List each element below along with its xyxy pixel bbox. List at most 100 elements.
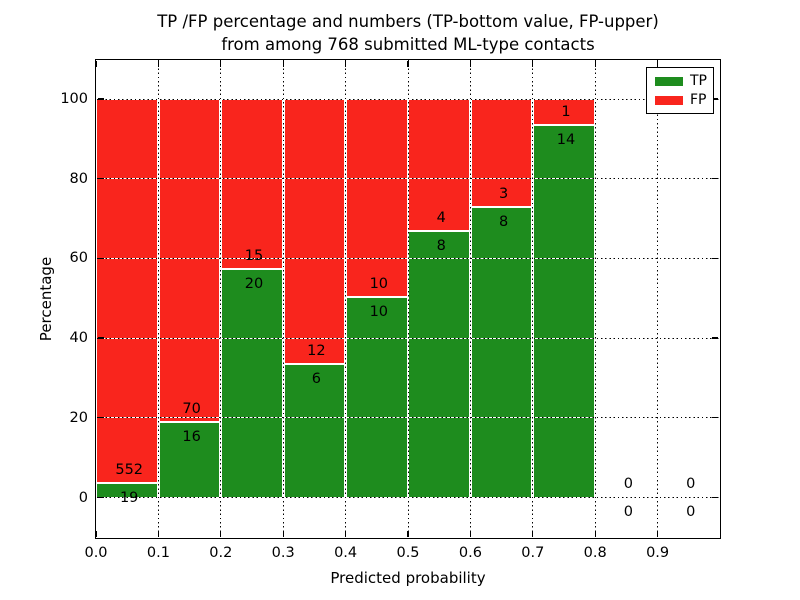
y-tick-label-60: 60: [69, 250, 88, 267]
tp-bar-segment-2: [222, 269, 282, 498]
y-tickmark-left-60: [97, 257, 104, 260]
tp-count-label-5: 8: [436, 237, 446, 254]
chart-title-line2: from among 768 submitted ML-type contact…: [221, 34, 595, 54]
x-tickmark-bottom-0.9: [656, 531, 659, 538]
fp-count-label-6: 3: [498, 185, 509, 202]
v-gridline-0.4: [345, 60, 347, 538]
y-tickmark-left-20: [97, 417, 104, 419]
v-gridline-0.9: [657, 60, 659, 538]
x-tick-label-0.2: 0.2: [209, 545, 233, 561]
x-tickmark-bottom-0.1: [157, 531, 160, 538]
v-gridline-0.2: [220, 60, 222, 538]
x-tick-label-0.0: 0.0: [84, 545, 108, 561]
v-gridline-0.3: [282, 60, 284, 538]
fp-count-label-4: 10: [369, 276, 389, 293]
y-tick-label-100: 100: [60, 91, 88, 107]
tp-count-label-3: 6: [311, 370, 322, 387]
x-tickmark-bottom-0.8: [594, 531, 596, 538]
legend-item-fp: FP: [655, 93, 713, 107]
x-tickmark-bottom-0.7: [532, 531, 534, 538]
x-tick-label-0.3: 0.3: [271, 545, 295, 561]
y-tick-label-0: 0: [78, 489, 88, 506]
fp-count-label-7: 1: [561, 103, 571, 120]
y-tickmark-right-80: [712, 178, 719, 180]
x-tickmark-bottom-0.4: [344, 531, 347, 538]
fp-count-label-5: 4: [436, 209, 446, 226]
x-tick-label-0.4: 0.4: [334, 545, 358, 561]
y-tickmark-left-0: [97, 496, 104, 499]
tp-count-label-1: 16: [182, 429, 201, 446]
fp-count-label-2: 15: [244, 247, 264, 264]
tp-count-label-8: 0: [623, 503, 634, 520]
y-tick-label-40: 40: [69, 330, 88, 347]
x-tickmark-top-0.4: [344, 60, 347, 67]
x-tickmark-top-0.6: [469, 60, 472, 67]
x-tickmark-top-0.7: [532, 60, 534, 67]
tp-count-label-6: 8: [498, 213, 509, 230]
y-tickmark-right-20: [712, 417, 719, 419]
x-tickmark-top-0.3: [282, 60, 284, 67]
x-tick-label-0.6: 0.6: [458, 545, 482, 561]
fp-bar-segment-2: [222, 99, 282, 270]
x-tickmark-top-0.8: [594, 60, 596, 67]
x-tickmark-top-0.1: [157, 60, 160, 67]
v-gridline-0.7: [532, 60, 534, 538]
v-gridline-0.6: [469, 60, 471, 538]
tp-bar-segment-4: [346, 298, 407, 498]
fp-bar-segment-0: [97, 99, 158, 485]
y-tickmark-left-100: [97, 98, 104, 100]
x-tickmark-top-0.2: [220, 60, 222, 67]
tp-count-label-7: 14: [556, 131, 576, 148]
fp-color-swatch: [655, 95, 683, 105]
x-tickmark-bottom-0.5: [407, 531, 409, 538]
x-tickmark-bottom-0.6: [469, 531, 472, 538]
x-tick-label-0.1: 0.1: [146, 545, 170, 561]
fp-count-label-9: 0: [686, 475, 696, 492]
fp-bar-segment-3: [284, 99, 345, 365]
tp-count-label-9: 0: [686, 503, 696, 520]
y-tickmark-left-40: [97, 337, 104, 339]
legend-label-fp: FP: [690, 92, 707, 108]
v-gridline-0.1: [157, 60, 159, 538]
y-tickmark-right-60: [712, 257, 719, 260]
x-tickmark-top-0.0: [95, 60, 97, 67]
tp-bar-segment-1: [159, 423, 220, 498]
chart-title-line1: TP /FP percentage and numbers (TP-bottom…: [157, 12, 659, 31]
fp-bar-segment-5: [409, 99, 470, 232]
x-tick-label-0.9: 0.9: [646, 545, 670, 561]
legend: TP FP: [646, 67, 714, 114]
legend-item-tp: TP: [655, 74, 713, 88]
tp-count-label-2: 20: [244, 275, 264, 292]
tp-count-label-0: 19: [119, 490, 139, 507]
chart-title: TP /FP percentage and numbers (TP-bottom…: [96, 11, 720, 56]
fp-bar-segment-4: [346, 99, 407, 299]
x-tickmark-bottom-0.0: [95, 531, 97, 538]
y-tickmark-right-40: [712, 337, 719, 339]
fp-bar-segment-1: [159, 99, 220, 424]
y-tickmark-left-80: [97, 178, 104, 180]
fp-count-label-8: 0: [623, 475, 634, 492]
fp-bar-segment-6: [471, 99, 532, 208]
fp-count-label-1: 70: [182, 401, 201, 418]
x-tickmark-top-0.9: [656, 60, 659, 67]
x-tick-label-0.8: 0.8: [583, 545, 607, 561]
fp-count-label-0: 552: [115, 462, 144, 479]
v-gridline-0.8: [594, 60, 596, 538]
tp-bar-segment-7: [534, 125, 594, 498]
y-tick-label-20: 20: [69, 409, 88, 426]
tp-bar-segment-5: [409, 231, 470, 498]
tp-count-label-4: 10: [369, 304, 389, 321]
x-tickmark-top-0.5: [407, 60, 409, 67]
v-gridline-0.5: [407, 60, 409, 538]
tp-bar-segment-0: [97, 484, 158, 498]
x-tickmark-bottom-0.3: [282, 531, 284, 538]
x-axis-label: Predicted probability: [330, 569, 486, 587]
x-tickmark-bottom-0.2: [220, 531, 222, 538]
x-tick-label-0.7: 0.7: [521, 545, 545, 561]
y-axis-label: Percentage: [37, 256, 55, 342]
tp-bar-segment-6: [471, 207, 532, 498]
legend-label-tp: TP: [690, 73, 707, 89]
fp-count-label-3: 12: [307, 342, 326, 359]
y-tick-label-80: 80: [69, 170, 88, 187]
